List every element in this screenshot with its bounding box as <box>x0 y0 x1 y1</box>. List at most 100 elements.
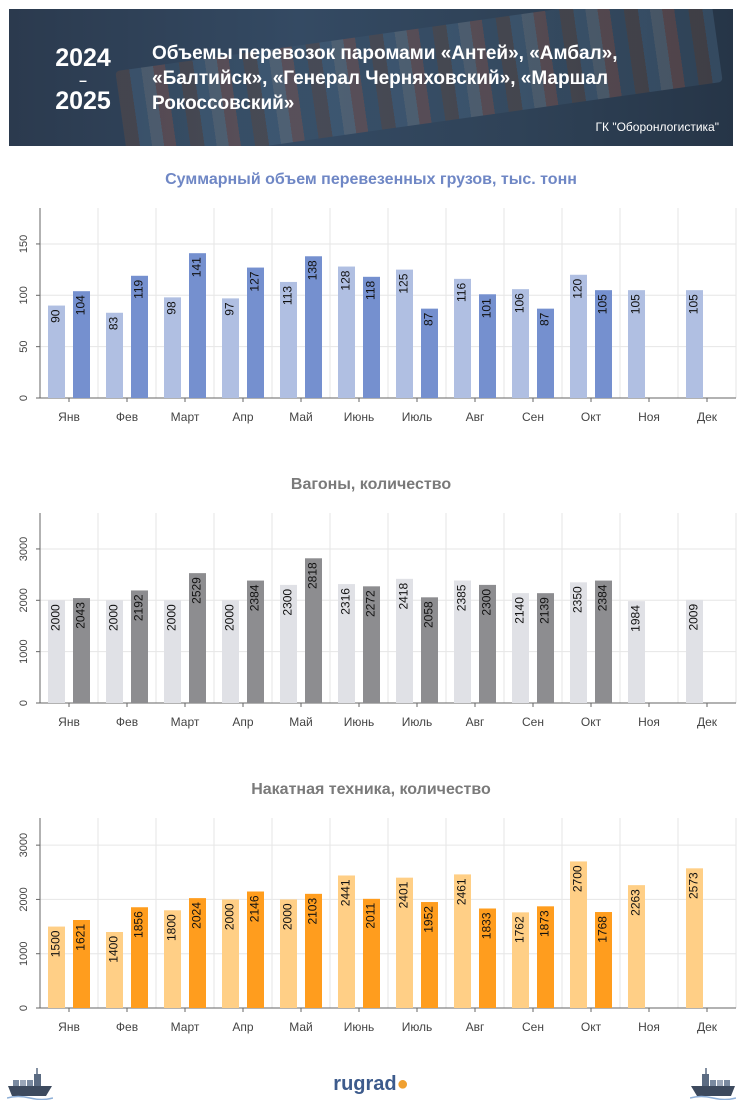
bar-2024 <box>48 305 65 398</box>
bar-value-label: 2058 <box>422 601 436 628</box>
bar-value-label: 128 <box>339 270 353 290</box>
bar-value-label: 2700 <box>571 865 585 892</box>
bar-2025 <box>131 907 148 1008</box>
category-label: Июнь <box>344 410 375 424</box>
bar-2025 <box>305 558 322 703</box>
y-tick-label: 2000 <box>18 887 30 911</box>
bar-2025 <box>363 898 380 1008</box>
bar-value-label: 1400 <box>107 936 121 963</box>
bar-2025 <box>479 584 496 703</box>
bar-value-label: 2000 <box>223 903 237 930</box>
bar-2024 <box>396 269 413 398</box>
bar-2025 <box>73 598 90 703</box>
category-label: Май <box>289 1020 313 1034</box>
bar-2025 <box>595 290 612 398</box>
bar-2024 <box>280 281 297 398</box>
bar-2025 <box>363 586 380 703</box>
bar-value-label: 2024 <box>190 902 204 929</box>
bar-2025 <box>305 256 322 398</box>
page-title: Объемы перевозок паромами «Антей», «Амба… <box>152 43 618 114</box>
chart-title: Суммарный объем перевезенных грузов, тыс… <box>165 171 577 188</box>
bar-value-label: 1873 <box>538 910 552 937</box>
y-tick-label: 150 <box>18 235 30 253</box>
bar-value-label: 2000 <box>49 604 63 631</box>
bar-value-label: 1856 <box>132 911 146 938</box>
rugrad-logo[interactable]: rugrad● <box>0 1073 742 1096</box>
bar-2025 <box>421 597 438 703</box>
bar-value-label: 2529 <box>190 577 204 604</box>
bar-value-label: 2384 <box>248 584 262 611</box>
bar-value-label: 2441 <box>339 879 353 906</box>
bar-2025 <box>479 294 496 398</box>
bar-2024 <box>48 600 65 703</box>
bar-2025 <box>73 291 90 398</box>
bar-value-label: 120 <box>571 278 585 298</box>
bar-value-label: 106 <box>513 293 527 313</box>
category-label: Апр <box>232 410 254 424</box>
category-label: Окт <box>581 1020 602 1034</box>
category-label: Май <box>289 715 313 729</box>
bar-2025 <box>421 902 438 1008</box>
bar-value-label: 87 <box>422 312 436 326</box>
y-tick-label: 1000 <box>18 639 30 663</box>
bar-2024 <box>280 899 297 1008</box>
year-start: 2024 <box>55 44 111 72</box>
bar-2024 <box>222 600 239 703</box>
bar-value-label: 1984 <box>629 605 643 632</box>
bar-value-label: 97 <box>223 302 237 316</box>
bar-value-label: 119 <box>132 279 146 298</box>
chart-rolling-equipment: Накатная техника, количество 0 1000 2000 300… <box>18 781 737 1034</box>
chart-title: Вагоны, количество <box>291 476 451 493</box>
chart-wagons: Вагоны, количество 0 1000 2000 3000 Янв 2000 20… <box>18 476 737 729</box>
y-tick-label: 0 <box>18 1005 30 1011</box>
category-label: Фев <box>116 715 138 729</box>
bar-2024 <box>338 266 355 398</box>
bar-2024 <box>454 580 471 703</box>
bar-value-label: 1768 <box>596 916 610 943</box>
bar-value-label: 118 <box>364 280 378 299</box>
bar-value-label: 116 <box>455 283 469 302</box>
bar-2025 <box>189 253 206 398</box>
bar-value-label: 105 <box>596 294 610 314</box>
chart-cargo-volume: Суммарный объем перевезенных грузов, тыс… <box>18 171 737 424</box>
bar-2024 <box>686 290 703 398</box>
category-label: Май <box>289 410 313 424</box>
bar-value-label: 2818 <box>306 562 320 589</box>
bar-value-label: 2401 <box>397 881 411 908</box>
bar-value-label: 2043 <box>74 602 88 629</box>
bar-2024 <box>570 861 587 1008</box>
bar-value-label: 1833 <box>480 912 494 939</box>
category-label: Ноя <box>638 715 660 729</box>
category-label: Ноя <box>638 1020 660 1034</box>
bar-value-label: 104 <box>74 295 88 315</box>
category-label: Март <box>171 410 200 424</box>
bar-2025 <box>247 580 264 703</box>
year-end: 2025 <box>55 87 111 115</box>
bar-value-label: 2385 <box>455 584 469 611</box>
bar-2025 <box>189 573 206 703</box>
bar-value-label: 2139 <box>538 597 552 624</box>
bar-value-label: 1952 <box>422 906 436 933</box>
category-label: Авг <box>466 410 485 424</box>
bar-value-label: 138 <box>306 260 320 280</box>
bar-value-label: 87 <box>538 312 552 326</box>
bar-value-label: 2192 <box>132 594 146 621</box>
y-tick-label: 50 <box>18 341 30 353</box>
bar-2024 <box>454 278 471 398</box>
bar-value-label: 90 <box>49 309 63 323</box>
bar-value-label: 1621 <box>74 924 88 951</box>
bar-value-label: 127 <box>248 271 262 291</box>
bar-2025 <box>537 906 554 1008</box>
bar-2024 <box>570 582 587 703</box>
header-banner: 2024 – 2025 Объемы перевозок паромами «А… <box>9 9 733 146</box>
category-label: Фев <box>116 410 138 424</box>
chart-title: Накатная техника, количество <box>251 781 491 798</box>
category-label: Апр <box>232 715 254 729</box>
bar-2025 <box>247 267 264 398</box>
category-label: Июнь <box>344 715 375 729</box>
bar-2024 <box>164 297 181 398</box>
bar-value-label: 2000 <box>223 604 237 631</box>
bar-2024 <box>106 312 123 398</box>
bar-value-label: 2384 <box>596 584 610 611</box>
bar-2024 <box>338 584 355 703</box>
